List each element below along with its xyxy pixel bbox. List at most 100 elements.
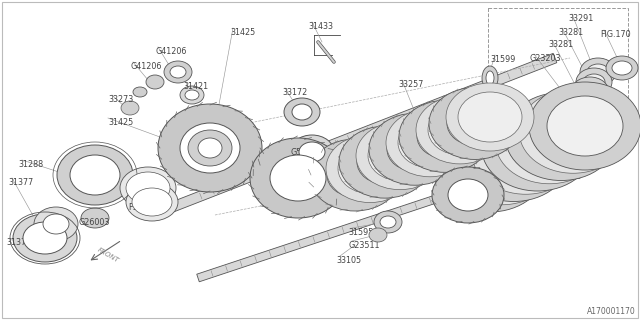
Ellipse shape [557, 95, 599, 129]
Ellipse shape [188, 130, 232, 166]
Ellipse shape [606, 56, 638, 80]
Ellipse shape [531, 98, 615, 164]
Text: 31377: 31377 [6, 238, 31, 247]
Text: 31595: 31595 [348, 228, 373, 237]
Ellipse shape [486, 71, 494, 85]
Ellipse shape [416, 96, 504, 164]
Text: 33172: 33172 [282, 88, 307, 97]
Ellipse shape [369, 113, 461, 185]
Ellipse shape [146, 75, 164, 89]
Ellipse shape [290, 135, 334, 169]
Ellipse shape [57, 145, 133, 205]
Ellipse shape [356, 122, 444, 190]
Ellipse shape [250, 138, 346, 218]
Text: 31523: 31523 [468, 208, 493, 217]
Ellipse shape [571, 77, 609, 107]
Text: 31377: 31377 [8, 178, 33, 187]
Ellipse shape [284, 98, 320, 126]
Ellipse shape [472, 110, 580, 194]
Text: G26003: G26003 [78, 218, 109, 227]
Ellipse shape [458, 114, 570, 202]
Ellipse shape [368, 131, 432, 181]
Ellipse shape [564, 86, 604, 118]
Ellipse shape [476, 127, 552, 188]
Ellipse shape [309, 139, 401, 211]
Ellipse shape [158, 104, 262, 192]
Ellipse shape [380, 216, 396, 228]
Text: 33281: 33281 [548, 40, 573, 49]
Text: G23203: G23203 [530, 54, 561, 63]
Text: 33273: 33273 [108, 95, 133, 104]
Ellipse shape [428, 105, 492, 155]
Ellipse shape [564, 101, 592, 123]
Polygon shape [168, 53, 557, 213]
Text: 33257: 33257 [398, 80, 424, 89]
Ellipse shape [429, 87, 521, 159]
Text: 31425: 31425 [230, 28, 255, 37]
Ellipse shape [164, 61, 192, 83]
Ellipse shape [482, 66, 498, 90]
Text: 33281: 33281 [558, 125, 583, 134]
Ellipse shape [549, 117, 587, 147]
Text: 31421: 31421 [183, 82, 208, 91]
Ellipse shape [446, 83, 534, 151]
Ellipse shape [495, 100, 604, 184]
Ellipse shape [70, 155, 120, 195]
Ellipse shape [185, 90, 199, 100]
Ellipse shape [583, 74, 605, 90]
Text: G41206: G41206 [130, 62, 161, 71]
Text: G53509: G53509 [290, 148, 322, 157]
Ellipse shape [448, 179, 488, 211]
Ellipse shape [452, 138, 528, 198]
Ellipse shape [338, 144, 402, 194]
Ellipse shape [198, 138, 222, 158]
Ellipse shape [578, 83, 602, 101]
Text: 33291: 33291 [568, 14, 593, 23]
Text: FIG.170: FIG.170 [600, 30, 630, 39]
Ellipse shape [126, 172, 170, 204]
Ellipse shape [612, 61, 632, 75]
Ellipse shape [120, 167, 176, 209]
Ellipse shape [417, 114, 473, 158]
Ellipse shape [299, 142, 325, 162]
Ellipse shape [369, 228, 387, 242]
Ellipse shape [180, 123, 240, 173]
Ellipse shape [484, 119, 568, 185]
Ellipse shape [519, 89, 627, 173]
Ellipse shape [180, 86, 204, 104]
Ellipse shape [508, 109, 591, 175]
Ellipse shape [499, 117, 575, 177]
Ellipse shape [81, 208, 109, 228]
Text: 31288: 31288 [18, 160, 43, 169]
Ellipse shape [447, 101, 503, 146]
Text: 31433: 31433 [308, 22, 333, 31]
Ellipse shape [547, 96, 623, 156]
Ellipse shape [505, 92, 617, 180]
Text: G23511: G23511 [348, 241, 380, 250]
Text: G41206: G41206 [155, 47, 186, 56]
Text: F10030: F10030 [128, 203, 157, 212]
Ellipse shape [270, 155, 326, 201]
Ellipse shape [553, 106, 593, 138]
Ellipse shape [481, 103, 593, 191]
Ellipse shape [386, 109, 474, 177]
Text: F10030: F10030 [128, 188, 157, 197]
Ellipse shape [398, 118, 462, 168]
Ellipse shape [529, 82, 640, 170]
Text: 33281: 33281 [558, 28, 583, 37]
Ellipse shape [327, 153, 383, 197]
Text: FRONT: FRONT [96, 246, 120, 264]
Ellipse shape [571, 92, 597, 112]
Ellipse shape [399, 100, 491, 172]
Text: 33105: 33105 [336, 256, 361, 265]
Ellipse shape [524, 107, 599, 166]
Ellipse shape [387, 127, 443, 171]
Ellipse shape [448, 121, 556, 205]
Ellipse shape [556, 123, 580, 141]
Text: 31589 FOR 5AT, 3OD: 31589 FOR 5AT, 3OD [498, 172, 582, 181]
Ellipse shape [126, 183, 178, 221]
Ellipse shape [34, 207, 78, 241]
Ellipse shape [357, 140, 413, 184]
Polygon shape [196, 181, 479, 282]
Text: 31599: 31599 [490, 55, 515, 64]
